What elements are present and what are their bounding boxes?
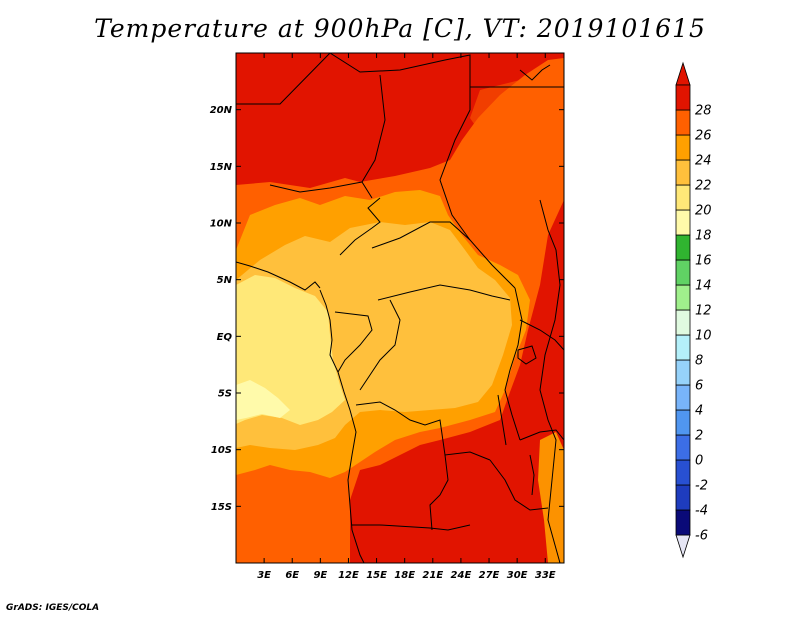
colorbar-box <box>675 284 691 311</box>
colorbar-min-triangle <box>675 534 691 559</box>
lake-victoria <box>517 345 537 365</box>
border-chad-sudan <box>439 109 516 289</box>
colorbar-box <box>675 359 691 386</box>
border-zambia-mozambique <box>489 459 549 511</box>
border-car-drc <box>377 284 511 301</box>
colorbar-label: 22 <box>695 179 712 194</box>
grads-credit: GrADS: IGES/COLA <box>6 603 100 613</box>
coastline-gabon-angola <box>319 289 365 563</box>
colorbar-box <box>675 334 691 361</box>
temperature-field <box>236 53 564 563</box>
coastline-west-africa <box>236 261 321 291</box>
colorbar-box <box>675 84 691 111</box>
y-tick-label: 5S <box>218 389 232 400</box>
colorbar-box <box>675 434 691 461</box>
east-coast-warm <box>538 432 564 563</box>
x-tick-label: 33E <box>535 570 556 581</box>
colorbar-box <box>675 109 691 136</box>
x-tick-label: 3E <box>257 570 271 581</box>
colorbar-label: 14 <box>695 279 712 294</box>
colorbar-box <box>675 259 691 286</box>
border-drc-angola <box>355 401 491 461</box>
x-tick-label: 6E <box>285 570 299 581</box>
colorbar-label: 24 <box>695 154 712 169</box>
lake-tanganyika <box>497 394 507 446</box>
x-tick-label: 21E <box>422 570 443 581</box>
y-tick-label: 20N <box>210 105 233 116</box>
colorbar-label: -6 <box>695 529 708 544</box>
y-tick-label: EQ <box>217 332 233 343</box>
border-angola-zambia <box>429 454 449 531</box>
colorbar-box <box>675 209 691 236</box>
map-frame <box>235 52 565 564</box>
colorbar-box <box>675 384 691 411</box>
colorbar-label: 2 <box>695 429 703 444</box>
lake-malawi <box>529 454 535 496</box>
y-axis: 20N 15N 10N 5N EQ 5S 10S 15S <box>210 105 564 513</box>
colorbar-label: 4 <box>695 404 703 419</box>
colorbar-label: 0 <box>695 454 703 469</box>
nile-red-sea <box>519 64 551 81</box>
colorbar-box <box>675 409 691 436</box>
x-axis: 3E 6E 9E 12E 15E 18E 21E 24E 27E 30E 33E <box>257 53 556 581</box>
border-namibia <box>352 524 471 531</box>
colorbar-box <box>675 159 691 186</box>
border-sahara-1 <box>236 53 331 105</box>
border-gabon-congo <box>334 311 373 373</box>
border-niger-nigeria <box>269 181 363 193</box>
border-nigeria-cameroon <box>339 197 381 256</box>
colorbar-box <box>675 234 691 261</box>
border-kenya-tanzania <box>519 319 564 351</box>
x-tick-label: 9E <box>313 570 327 581</box>
colorbar-label: 28 <box>695 104 712 119</box>
colorbar-max-triangle <box>675 61 691 86</box>
colorbar-label: 8 <box>695 354 703 369</box>
colorbar-box <box>675 509 691 536</box>
y-tick-label: 10N <box>210 219 233 230</box>
border-libya-chad <box>361 74 386 199</box>
colorbar-box <box>675 484 691 511</box>
colorbar-box <box>675 134 691 161</box>
y-tick-label: 10S <box>211 445 232 456</box>
coast-east <box>539 199 561 563</box>
colorbar-label: 18 <box>695 229 712 244</box>
colorbar-label: 20 <box>695 204 712 219</box>
x-tick-label: 12E <box>338 570 359 581</box>
chart-title: Temperature at 900hPa [C], VT: 201910161… <box>94 14 706 43</box>
colorbar-label: -4 <box>695 504 708 519</box>
colorbar-label: -2 <box>695 479 708 494</box>
x-tick-label: 24E <box>451 570 472 581</box>
y-tick-label: 15S <box>211 502 232 513</box>
border-tanzania-mozambique <box>519 429 564 441</box>
x-tick-label: 30E <box>507 570 528 581</box>
colorbar-box <box>675 184 691 211</box>
colorbar-label: 26 <box>695 129 712 144</box>
colorbar-label: 16 <box>695 254 712 269</box>
colorbar-label: 12 <box>695 304 712 319</box>
sahara-variation <box>470 80 540 150</box>
country-borders <box>236 53 564 563</box>
y-tick-label: 15N <box>210 162 233 173</box>
border-east-africa <box>504 287 523 441</box>
colorbar-box <box>675 309 691 336</box>
border-sahara-2 <box>329 53 471 110</box>
x-tick-label: 18E <box>394 570 415 581</box>
colorbar-label: 10 <box>695 329 712 344</box>
border-car <box>371 221 471 249</box>
x-tick-label: 15E <box>366 570 387 581</box>
colorbar-label: 6 <box>695 379 703 394</box>
colorbar-box <box>675 459 691 486</box>
x-tick-label: 27E <box>479 570 500 581</box>
band-16-18 <box>236 380 290 420</box>
border-congo-drc <box>359 299 401 391</box>
y-tick-label: 5N <box>217 275 233 286</box>
